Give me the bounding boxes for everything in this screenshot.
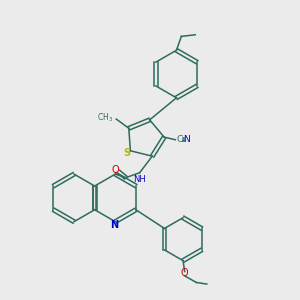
- Text: N: N: [183, 135, 190, 144]
- Text: O: O: [181, 268, 188, 278]
- Text: O: O: [112, 165, 119, 176]
- Text: N: N: [110, 220, 118, 230]
- Text: S: S: [123, 148, 130, 158]
- Text: CH$_3$: CH$_3$: [97, 112, 113, 124]
- Text: NH: NH: [133, 175, 146, 184]
- Text: C: C: [177, 135, 183, 144]
